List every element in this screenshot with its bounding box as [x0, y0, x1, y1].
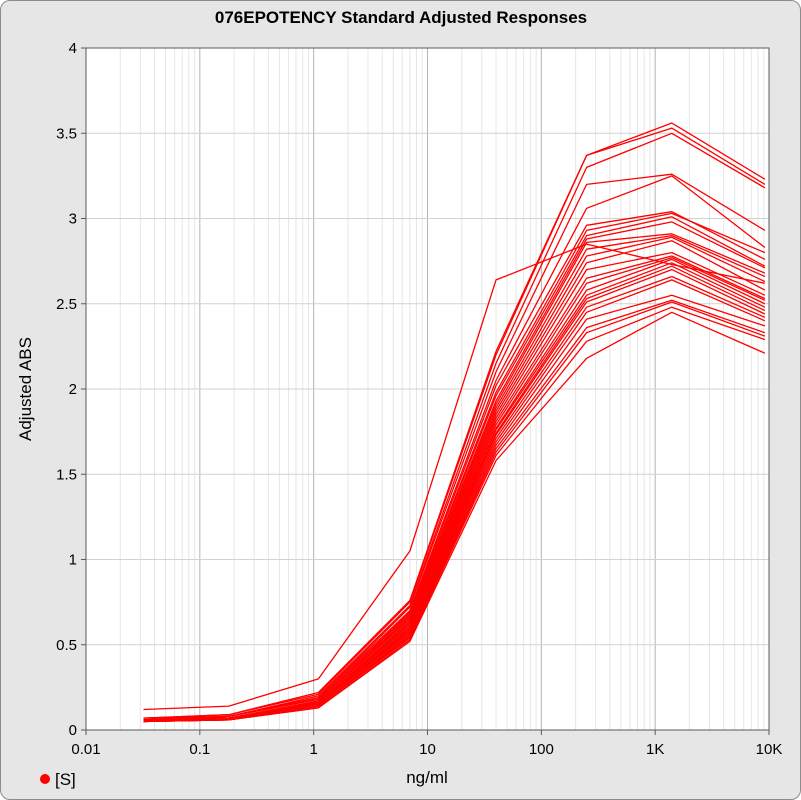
series-line [143, 127, 766, 719]
y-tick-label: 0.5 [56, 637, 77, 654]
y-tick-label: 2 [69, 381, 77, 398]
series-line [143, 243, 766, 711]
y-axis-ticks: 0 0.5 1 1.5 2 2.5 3 3.5 4 [56, 40, 86, 739]
series-line [143, 311, 766, 723]
y-tick-label: 3.5 [56, 125, 77, 142]
legend-marker-s [40, 774, 50, 784]
y-tick-label: 3 [69, 211, 77, 228]
series-line [143, 279, 766, 723]
legend-label-s: [S] [55, 770, 76, 789]
x-tick-label: 10K [756, 741, 783, 758]
series-line [143, 212, 766, 721]
x-tick-label: 1 [309, 741, 317, 758]
legend[interactable]: [S] [40, 770, 76, 789]
y-tick-label: 0 [69, 722, 77, 739]
x-tick-label: 100 [529, 741, 554, 758]
y-axis-label: Adjusted ABS [16, 337, 35, 441]
x-tick-label: 0.1 [189, 741, 210, 758]
y-tick-label: 1.5 [56, 466, 77, 483]
x-axis-label: ng/ml [406, 768, 448, 787]
x-tick-label: 1K [646, 741, 664, 758]
series-layer [143, 122, 766, 723]
x-axis-ticks: 0.01 0.1 1 10 100 1K 10K [71, 730, 782, 758]
chart-title: 076EPOTENCY Standard Adjusted Responses [215, 8, 587, 27]
y-tick-label: 4 [69, 40, 77, 57]
y-tick-label: 1 [69, 552, 77, 569]
x-tick-label: 10 [419, 741, 436, 758]
x-tick-label: 0.01 [71, 741, 100, 758]
y-tick-label: 2.5 [56, 296, 77, 313]
